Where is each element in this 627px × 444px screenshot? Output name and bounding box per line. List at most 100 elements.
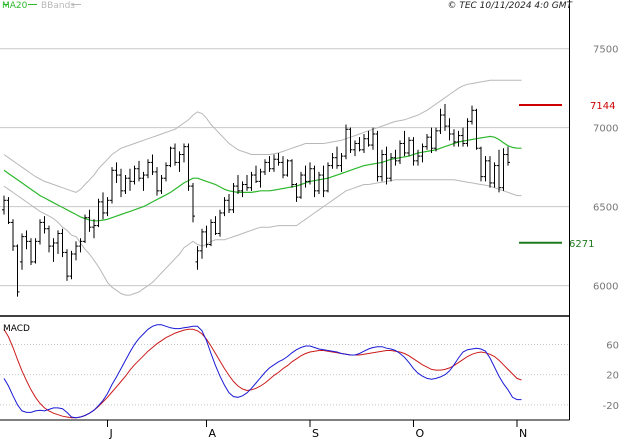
ohlc-bar	[254, 165, 258, 183]
ohlc-bar	[245, 175, 249, 191]
ohlc-bar	[110, 167, 114, 204]
ohlc-bar	[74, 241, 78, 261]
ohlc-bar	[29, 238, 33, 266]
ohlc-bar	[191, 182, 195, 223]
ohlc-bar	[195, 246, 200, 270]
ohlc-bar	[240, 181, 245, 198]
ohlc-bar	[236, 175, 240, 194]
ohlc-bar	[15, 244, 20, 297]
macd-y-tick-label: 20	[606, 371, 619, 382]
ohlc-bar	[51, 238, 56, 262]
ohlc-bar	[308, 162, 312, 185]
support-level-label: 6271	[569, 239, 594, 250]
x-tick-label: N	[519, 427, 527, 440]
ohlc-bar	[294, 182, 299, 202]
y-tick-label: 7500	[593, 45, 618, 56]
ohlc-bar	[213, 216, 218, 236]
ma20-line	[3, 135, 522, 222]
ohlc-bar	[87, 209, 92, 232]
bband-upper-line	[3, 79, 522, 193]
ohlc-bar	[96, 198, 101, 228]
ohlc-bars-group	[2, 104, 510, 297]
ohlc-bar	[285, 159, 290, 177]
ohlc-bar	[506, 146, 510, 166]
ohlc-bar	[114, 162, 119, 183]
ohlc-bar	[56, 230, 60, 254]
ohlc-bar	[488, 156, 492, 188]
ohlc-bar	[33, 238, 38, 264]
ohlc-bar	[65, 249, 69, 281]
ohlc-bar	[339, 152, 344, 172]
ohlc-bar	[393, 149, 398, 166]
x-tick-label: S	[312, 427, 319, 440]
ohlc-bar	[443, 104, 447, 131]
ohlc-bar	[200, 228, 204, 259]
ohlc-bar	[357, 137, 362, 152]
ohlc-bar	[11, 219, 15, 251]
ohlc-bar	[366, 130, 371, 147]
y-tick-label: 6000	[593, 282, 618, 293]
ohlc-bar	[155, 167, 159, 196]
ohlc-bar	[470, 105, 474, 125]
x-tick-label: A	[209, 427, 217, 440]
ohlc-bar	[290, 159, 294, 188]
ohlc-bar	[105, 197, 110, 217]
ohlc-bar	[321, 165, 326, 198]
ohlc-bar	[384, 146, 389, 185]
ohlc-bar	[276, 152, 281, 166]
resistance-level-label: 7144	[590, 101, 615, 112]
macd-title: MACD	[3, 324, 30, 334]
ohlc-bar	[141, 171, 146, 191]
y-tick-label: 6500	[593, 203, 618, 214]
main-grid: 6000 6500 7000 7500	[0, 45, 618, 293]
ohlc-bar	[303, 165, 308, 188]
ohlc-bar	[42, 216, 47, 234]
frame-group	[0, 0, 570, 421]
macd-line	[3, 324, 522, 419]
ohlc-bar	[24, 230, 29, 250]
ohlc-bar	[438, 108, 443, 134]
ohlc-bar	[69, 250, 74, 280]
ohlc-bar	[47, 225, 51, 253]
ohlc-bar	[335, 146, 339, 169]
bbands-group	[3, 79, 522, 296]
ohlc-bar	[501, 148, 506, 191]
ohlc-bar	[128, 168, 132, 191]
ohlc-bar	[326, 162, 330, 193]
macd-grid: 60 20 -20	[0, 340, 619, 412]
ohlc-bar	[209, 219, 213, 247]
ohlc-bar	[2, 195, 6, 215]
ohlc-bar	[465, 118, 470, 147]
ohlc-bar	[425, 134, 429, 150]
ohlc-bar	[402, 130, 407, 157]
copyright-text: © TEC 10/11/2024 4:0 GMT	[447, 1, 573, 11]
ohlc-bar	[60, 228, 65, 258]
ohlc-bar	[83, 214, 87, 243]
ma20-group	[3, 135, 522, 222]
ohlc-bar	[429, 127, 434, 153]
ohlc-bar	[447, 118, 452, 141]
ohlc-bar	[159, 175, 164, 194]
ohlc-bar	[483, 156, 488, 182]
ohlc-bar	[317, 171, 321, 194]
macd-lines-group	[3, 324, 522, 419]
ohlc-bar	[452, 129, 456, 147]
ohlc-bar	[186, 143, 191, 191]
ohlc-bar	[263, 159, 267, 176]
ohlc-bar	[78, 238, 83, 253]
ohlc-bar	[6, 197, 11, 224]
ohlc-bar	[146, 159, 150, 179]
ohlc-bar	[299, 171, 303, 199]
ohlc-bar	[474, 108, 479, 150]
ohlc-bar	[330, 152, 335, 169]
ohlc-bar	[20, 233, 24, 270]
ohlc-bar	[150, 154, 155, 176]
ohlc-bar	[353, 140, 357, 157]
ohlc-bar	[389, 152, 393, 182]
ohlc-bar	[398, 140, 402, 164]
ohlc-bar	[267, 156, 272, 172]
bbands-legend-label: BBands	[41, 1, 75, 11]
